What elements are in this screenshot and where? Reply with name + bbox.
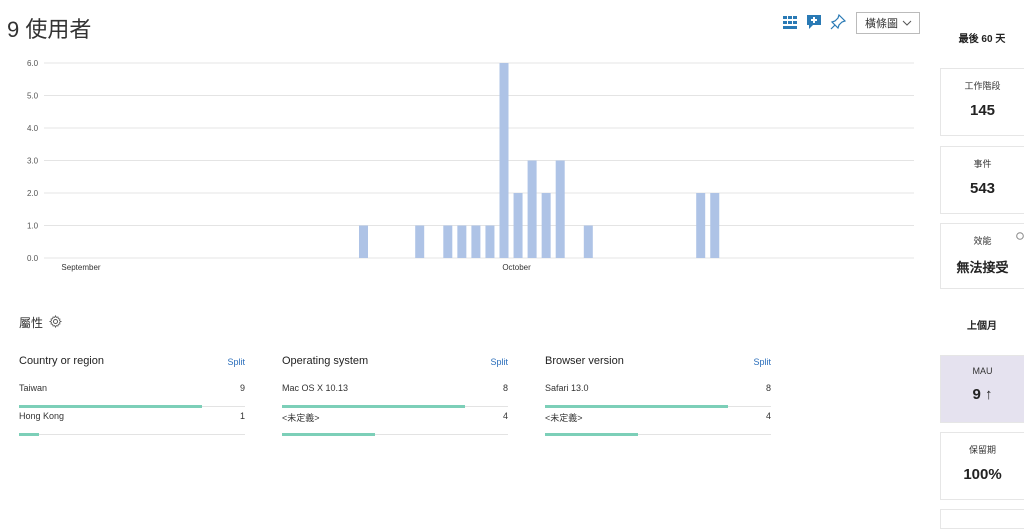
info-icon[interactable]	[1016, 227, 1024, 245]
mau-value: 9	[972, 386, 981, 403]
chart-bar[interactable]	[513, 193, 523, 258]
row-label: Taiwan	[19, 383, 48, 393]
pin-icon[interactable]	[830, 14, 846, 30]
property-name: Operating system	[282, 355, 369, 367]
chart-type-select[interactable]: 橫條圖	[856, 12, 920, 34]
row-count: 9	[239, 383, 245, 393]
next-card[interactable]	[940, 509, 1024, 529]
row-label: Safari 13.0	[545, 383, 589, 393]
y-tick-label: 4.0	[27, 124, 39, 133]
last-month-title: 上個月	[967, 321, 997, 332]
events-card[interactable]: 事件 543	[940, 146, 1024, 214]
row-count: 1	[239, 411, 245, 421]
row-label: Mac OS X 10.13	[282, 383, 349, 393]
chart-bar[interactable]	[457, 225, 467, 259]
summary-sidebar: 最後 60 天 工作階段 145 事件 543 效能 無法接受 上個月 MAU …	[940, 0, 1024, 529]
y-tick-label: 5.0	[27, 92, 39, 101]
property-row[interactable]: <未定義> 4	[545, 407, 771, 436]
split-button[interactable]: Split	[490, 357, 508, 367]
property-row[interactable]: Taiwan 9	[19, 379, 245, 408]
row-bar	[19, 433, 40, 436]
chart-bar[interactable]	[555, 160, 565, 259]
row-label: <未定義>	[545, 413, 583, 423]
property-row[interactable]: Hong Kong 1	[19, 407, 245, 436]
chart-bar[interactable]	[541, 193, 551, 258]
y-tick-label: 6.0	[27, 59, 39, 68]
property-browser: Browser version Split Safari 13.0 8 <未定義…	[545, 355, 771, 436]
property-name: Browser version	[545, 355, 624, 367]
y-tick-label: 2.0	[27, 189, 39, 198]
grid-icon[interactable]	[782, 14, 798, 30]
last-60-days-title: 最後 60 天	[958, 34, 1006, 45]
chart-bar[interactable]	[583, 225, 593, 259]
mau-label: MAU	[972, 366, 993, 376]
row-label: Hong Kong	[19, 411, 65, 421]
performance-value: 無法接受	[956, 260, 1009, 275]
retention-value: 100%	[963, 466, 1002, 483]
retention-label: 保留期	[968, 445, 996, 455]
row-count: 4	[765, 411, 771, 421]
property-country: Country or region Split Taiwan 9 Hong Ko…	[19, 355, 245, 436]
chevron-down-icon	[902, 17, 912, 29]
y-tick-label: 3.0	[27, 157, 39, 166]
chart-bar[interactable]	[359, 225, 368, 259]
chart-bar[interactable]	[443, 225, 453, 259]
split-button[interactable]: Split	[227, 357, 245, 367]
chart-bar[interactable]	[471, 225, 481, 259]
chart-bar[interactable]	[527, 160, 537, 259]
property-row[interactable]: Safari 13.0 8	[545, 379, 771, 408]
row-bar	[19, 405, 203, 408]
sessions-card[interactable]: 工作階段 145	[940, 68, 1024, 136]
property-os: Operating system Split Mac OS X 10.13 8 …	[282, 355, 508, 436]
chart-svg: 0.0 1.0 2.0 3.0 4.0 5.0 6.0 September October	[27, 59, 914, 272]
trend-up-icon: ↑	[985, 386, 993, 403]
properties-header: 屬性	[19, 314, 63, 331]
row-bar	[545, 433, 638, 436]
chart-bar[interactable]	[710, 193, 720, 258]
property-row[interactable]: Mac OS X 10.13 8	[282, 379, 508, 408]
split-button[interactable]: Split	[753, 357, 771, 367]
sessions-label: 工作階段	[964, 81, 1001, 91]
row-bar	[282, 405, 466, 408]
row-count: 4	[502, 411, 508, 421]
y-tick-label: 0.0	[27, 254, 39, 263]
y-tick-label: 1.0	[27, 222, 39, 231]
gear-icon[interactable]	[48, 314, 63, 331]
mau-card[interactable]: MAU 9 ↑	[940, 355, 1024, 423]
events-value: 543	[969, 180, 996, 197]
properties-title: 屬性	[19, 316, 44, 330]
chart-toolbar	[782, 14, 846, 30]
chart-type-select-value: 橫條圖	[865, 18, 898, 30]
row-count: 8	[765, 383, 771, 393]
page-title: 9 使用者	[7, 17, 92, 42]
mau-value-row: 9 ↑	[941, 386, 1024, 403]
chart-bar[interactable]	[499, 63, 509, 258]
performance-label: 效能	[973, 236, 992, 246]
performance-card[interactable]: 效能 無法接受	[940, 223, 1024, 289]
property-row[interactable]: <未定義> 4	[282, 407, 508, 436]
row-bar	[282, 433, 375, 436]
sessions-value: 145	[969, 102, 996, 119]
row-label: <未定義>	[282, 413, 320, 423]
add-comment-icon[interactable]	[806, 14, 822, 30]
events-label: 事件	[973, 159, 992, 169]
chart-bar[interactable]	[485, 225, 495, 259]
chart-bar[interactable]	[696, 193, 706, 258]
x-tick-label: October	[502, 263, 531, 272]
x-tick-label: September	[61, 263, 100, 272]
chart-bar[interactable]	[415, 225, 425, 259]
retention-card[interactable]: 保留期 100%	[940, 432, 1024, 500]
row-count: 8	[502, 383, 508, 393]
row-bar	[545, 405, 729, 408]
property-name: Country or region	[19, 355, 104, 367]
users-bar-chart: 0.0 1.0 2.0 3.0 4.0 5.0 6.0 September October	[0, 48, 930, 288]
